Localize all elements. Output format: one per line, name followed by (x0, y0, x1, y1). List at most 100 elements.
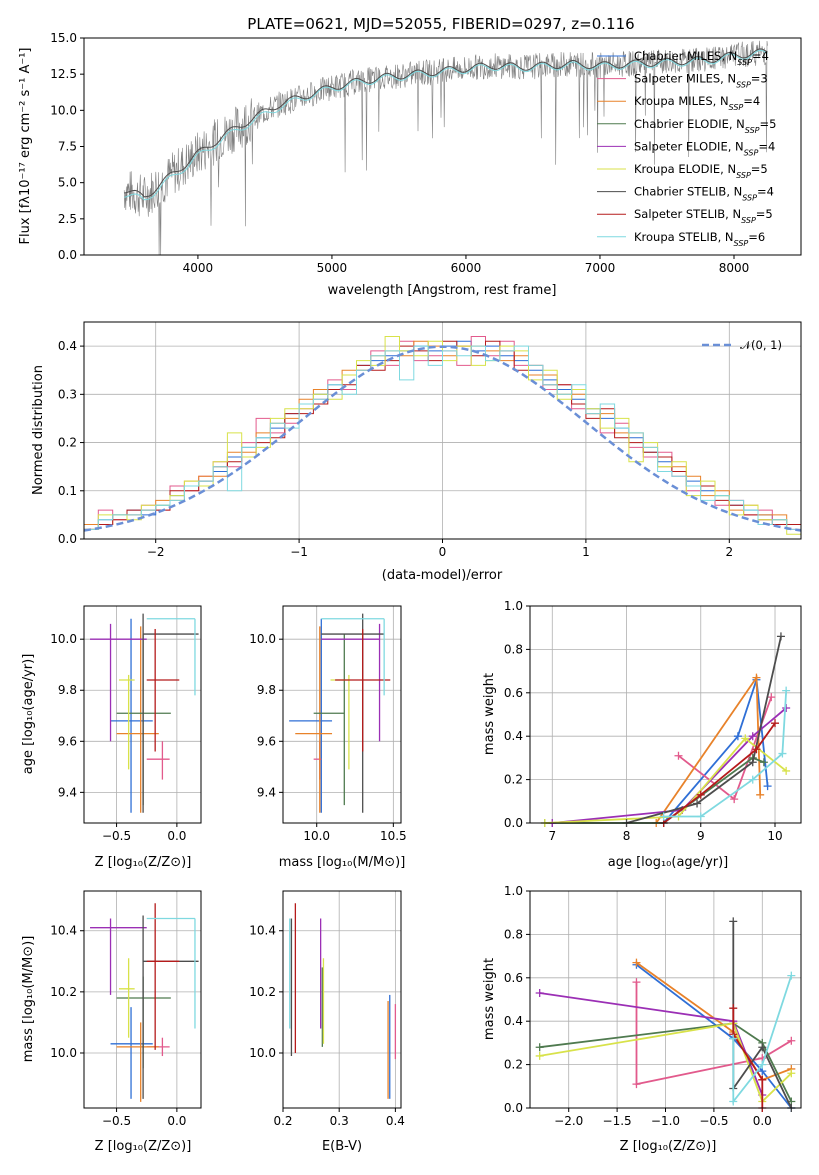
age-mass-x-tick-label: 10.0 (303, 829, 330, 843)
legend-label: Chabrier MILES, NSSP=4 (634, 49, 769, 67)
residuals-y-tick-label: 0.0 (58, 532, 77, 546)
mw-age-marker (752, 745, 761, 754)
spectrum-x-tick-label: 5000 (317, 261, 348, 275)
age-mass-frame (282, 605, 402, 824)
mw-z-series-line (539, 1022, 792, 1104)
spectrum-y-tick-label: 15.0 (50, 31, 77, 45)
legend-label: Chabrier ELODIE, NSSP=5 (634, 117, 776, 135)
age-z-y-tick-label: 9.8 (58, 683, 77, 697)
spectrum-y-tick-label: 10.0 (50, 103, 77, 117)
mw-z-x-label: Z [log₁₀(Z/Z⊙)] (620, 1139, 717, 1154)
residuals-y-tick-label: 0.2 (58, 436, 77, 450)
mw-age-marker (730, 795, 739, 804)
mass-ebv-x-tick-label: 0.2 (273, 1114, 292, 1128)
normal-legend-label: 𝒩(0, 1) (740, 338, 782, 352)
age-mass-y-tick-label: 9.6 (257, 734, 276, 748)
mw-age-series-line (626, 636, 782, 824)
mass-ebv-y-tick-label: 10.0 (249, 1046, 276, 1060)
age-mass-x-label: mass [log₁₀(M/M⊙)] (279, 855, 406, 870)
spectrum-y-label: Flux [fλ10⁻¹⁷ erg cm⁻² s⁻¹ A⁻¹] (18, 48, 33, 245)
age-vs-metallicity-panel: Z [log₁₀(Z/Z⊙)] age [log₁₀(age/yr)] −0.5… (21, 605, 202, 870)
mass-ebv-y-tick-label: 10.4 (249, 924, 276, 938)
spectrum-plot-area: 4000 5000 6000 7000 8000 0.0 2.5 5.0 7.5 10.0 12.5… (50, 31, 768, 275)
mw-z-frame (529, 890, 802, 1109)
mw-z-marker (632, 1080, 641, 1089)
spectrum-x-tick-label: 8000 (719, 261, 750, 275)
legend-label: Kroupa ELODIE, NSSP=5 (634, 162, 768, 180)
mw-z-marker (758, 1075, 767, 1084)
mass-z-y-tick-label: 10.2 (50, 985, 77, 999)
mw-age-marker (693, 799, 702, 808)
residuals-y-tick-label: 0.4 (58, 339, 77, 353)
mw-age-marker (674, 751, 683, 760)
age-mass-y-tick-label: 9.4 (257, 785, 276, 799)
mw-age-marker (771, 719, 780, 728)
mw-age-marker (752, 673, 761, 682)
mw-age-series-line (552, 707, 787, 824)
residual-histogram (83, 336, 802, 539)
mass-z-x-label: Z [log₁₀(Z/Z⊙)] (95, 1139, 192, 1154)
mw-age-marker (763, 782, 772, 791)
mw-age-marker (778, 749, 787, 758)
spectrum-y-tick-label: 12.5 (50, 67, 77, 81)
spectrum-x-tick-label: 7000 (585, 261, 616, 275)
model-spectrum-line (124, 49, 768, 201)
spectrum-y-tick-label: 0.0 (58, 248, 77, 262)
mw-age-marker (748, 775, 757, 784)
mw-age-marker (733, 732, 742, 741)
mass-z-x-tick-label: −0.5 (102, 1114, 131, 1128)
mass-z-y-tick-label: 10.4 (50, 924, 77, 938)
mw-age-y-tick-label: 1.0 (504, 599, 523, 613)
mw-z-marker (729, 1004, 738, 1013)
mw-age-marker (659, 812, 668, 821)
spectrum-panel: 4000 5000 6000 7000 8000 0.0 2.5 5.0 7.5 10.0 12.5… (18, 31, 802, 298)
age-z-y-tick-label: 10.0 (50, 632, 77, 646)
mw-z-marker (729, 1097, 738, 1106)
mw-z-marker (632, 958, 641, 967)
mw-z-marker (787, 971, 796, 980)
residuals-y-tick-label: 0.3 (58, 387, 77, 401)
mw-age-series-line (663, 722, 776, 824)
mw-z-marker (758, 1043, 767, 1052)
mw-age-x-tick-label: 10 (767, 829, 782, 843)
spectrum-legend: Chabrier MILES, NSSP=4 Salpeter MILES, NS… (597, 49, 776, 247)
mw-age-series-line (662, 679, 769, 824)
mw-age-marker (776, 632, 785, 641)
legend-label: Salpeter STELIB, NSSP=5 (634, 207, 773, 225)
mass-ebv-x-tick-label: 0.4 (386, 1114, 405, 1128)
mw-z-x-tick-label: 0.0 (753, 1114, 772, 1128)
mass-ebv-x-tick-label: 0.3 (330, 1114, 349, 1128)
spectrum-x-label: wavelength [Angstrom, rest frame] (328, 283, 557, 298)
observed-spectrum-line (123, 40, 768, 255)
age-z-y-tick-label: 9.4 (58, 785, 77, 799)
mw-age-x-tick-label: 9 (697, 829, 705, 843)
age-mass-x-tick-label: 10.5 (380, 829, 407, 843)
mass-ebv-y-tick-label: 10.2 (249, 985, 276, 999)
mw-age-marker (748, 758, 757, 767)
legend-label: Chabrier STELIB, NSSP=4 (634, 185, 774, 203)
mw-age-x-tick-label: 7 (548, 829, 556, 843)
age-z-frame (83, 605, 202, 824)
residuals-x-tick-label: 2 (725, 545, 733, 559)
mw-z-series-line (732, 1008, 764, 1108)
mw-age-y-tick-label: 0.0 (504, 816, 523, 830)
normal-curve (83, 345, 802, 532)
mw-age-y-tick-label: 0.2 (504, 773, 523, 787)
mw-z-y-tick-label: 0.0 (504, 1101, 523, 1115)
mw-age-series-line (663, 690, 788, 818)
age-z-y-label: age [log₁₀(age/yr)] (21, 654, 36, 775)
mw-age-marker (782, 766, 791, 775)
mw-z-marker (729, 1034, 738, 1043)
mw-z-marker (787, 1069, 796, 1078)
mw-age-y-tick-label: 0.4 (504, 729, 523, 743)
mw-z-x-tick-label: −0.5 (699, 1114, 728, 1128)
mw-z-series-line (539, 1022, 793, 1102)
legend-label: Kroupa MILES, NSSP=4 (634, 94, 760, 112)
spectrum-x-tick-label: 6000 (451, 261, 482, 275)
mw-z-y-tick-label: 1.0 (504, 884, 523, 898)
mw-z-x-tick-label: −2.0 (554, 1114, 583, 1128)
mw-age-marker (696, 812, 705, 821)
residuals-x-tick-label: −1 (290, 545, 308, 559)
